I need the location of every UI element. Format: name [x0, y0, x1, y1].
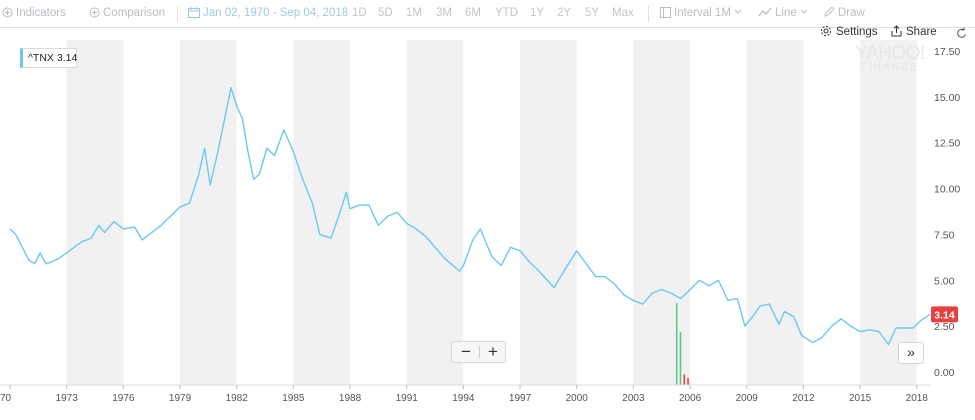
- draw-label: Draw: [838, 7, 865, 19]
- y-tick-label: 10.00: [934, 184, 960, 196]
- x-tick-label: 2000: [566, 393, 589, 404]
- x-tick-label: 2012: [792, 393, 815, 404]
- x-tick-label: 2003: [622, 393, 645, 404]
- chevron-down-icon: [800, 9, 808, 14]
- y-tick-label: 17.50: [934, 46, 960, 58]
- y-tick-label: 2.50: [934, 321, 955, 333]
- chart-type-select[interactable]: Line: [758, 7, 811, 19]
- x-tick-label: 1997: [509, 393, 532, 404]
- price-line: [9, 87, 931, 346]
- range-1d-button[interactable]: 1D: [352, 7, 367, 19]
- last-price-tag: 3.14: [931, 306, 958, 323]
- x-tick-label: 1982: [226, 393, 249, 404]
- interval-icon: [660, 7, 671, 18]
- volume-bar: [683, 374, 686, 385]
- range-3m-button[interactable]: 3M: [436, 7, 452, 19]
- year-band: [633, 40, 691, 385]
- x-tick-label: 1994: [452, 393, 475, 404]
- interval-select[interactable]: Interval 1M: [660, 7, 745, 19]
- volume-bar: [687, 377, 689, 385]
- zoom-out-button[interactable]: −: [461, 342, 471, 361]
- line-chart-icon: [758, 7, 772, 17]
- reset-icon[interactable]: [956, 27, 968, 39]
- y-tick-label: 5.00: [934, 275, 955, 287]
- calendar-icon: [188, 7, 200, 18]
- zoom-in-button[interactable]: +: [488, 342, 498, 361]
- x-tick-label: 1976: [112, 393, 135, 404]
- range-6m-button[interactable]: 6M: [465, 7, 481, 19]
- legend-symbol: ^TNX: [28, 52, 54, 64]
- volume-bars: [675, 303, 689, 385]
- chevron-down-icon: [734, 9, 742, 14]
- draw-button[interactable]: Draw: [823, 6, 865, 19]
- watermark-line1: YAHOO!: [855, 43, 925, 64]
- year-band: [66, 40, 124, 385]
- share-icon: [891, 25, 902, 37]
- indicators-label: Indicators: [16, 7, 66, 19]
- volume-bar: [675, 303, 678, 385]
- interval-value: 1M: [714, 7, 731, 19]
- year-band: [180, 40, 237, 385]
- year-band: [746, 40, 804, 385]
- year-band: [520, 40, 577, 385]
- price-tag-label: 3.14: [934, 309, 955, 321]
- legend-value: 3.14: [56, 52, 78, 64]
- add-comparison-icon: [89, 7, 100, 18]
- settings-button[interactable]: Settings: [820, 25, 878, 38]
- y-axis: 17.50 15.00 12.50 10.00 7.50 5.00 2.50 0.00: [934, 46, 960, 379]
- x-tick-label: 70: [0, 393, 12, 404]
- chart-toolbar: Indicators Comparison Jan 02, 1970 - Sep…: [0, 0, 975, 28]
- y-tick-label: 0.00: [934, 367, 955, 379]
- x-tick-label: 1985: [282, 393, 305, 404]
- settings-label: Settings: [836, 26, 878, 38]
- yahoo-finance-watermark: YAHOO! FINANCE: [850, 44, 930, 73]
- comparison-label: Comparison: [103, 7, 165, 19]
- x-tick-label: 2006: [679, 393, 702, 404]
- pencil-icon: [824, 6, 835, 17]
- scroll-to-latest-button[interactable]: »: [898, 342, 924, 364]
- share-button[interactable]: Share: [891, 25, 937, 38]
- price-tag-box: [931, 306, 958, 323]
- date-range-label: Jan 02, 1970 - Sep 04, 2018: [203, 7, 349, 19]
- toolbar-divider: [648, 6, 649, 22]
- range-1y-button[interactable]: 1Y: [530, 7, 545, 19]
- range-5y-button[interactable]: 5Y: [585, 7, 600, 19]
- zoom-control: − +: [451, 341, 506, 363]
- x-tick-label: 1973: [56, 393, 79, 404]
- volume-bar: [679, 332, 682, 385]
- year-bands: [66, 40, 917, 385]
- indicators-icon: [2, 7, 13, 18]
- watermark-line2: FINANCE: [861, 62, 919, 73]
- range-2y-button[interactable]: 2Y: [557, 7, 572, 19]
- year-band: [860, 40, 917, 385]
- x-tick-label: 1979: [169, 393, 192, 404]
- toolbar-divider: [177, 6, 178, 22]
- gear-icon: [820, 25, 832, 37]
- share-label: Share: [906, 26, 937, 38]
- x-tick-label: 2009: [736, 393, 759, 404]
- y-tick-label: 7.50: [934, 229, 955, 241]
- x-tick-label: 1991: [396, 393, 419, 404]
- x-tick-label: 2018: [906, 393, 929, 404]
- range-5d-button[interactable]: 5D: [378, 7, 393, 19]
- x-tick-label: 2015: [849, 393, 872, 404]
- x-axis: 70 1973 1976 1979 1982 1985 1988 1991 1994 1997 20…: [0, 384, 930, 404]
- indicators-button[interactable]: Indicators: [2, 7, 66, 19]
- x-tick-label: 1988: [339, 393, 362, 404]
- range-1m-button[interactable]: 1M: [406, 7, 422, 19]
- comparison-button[interactable]: Comparison: [89, 7, 165, 19]
- interval-label: Interval: [674, 7, 712, 19]
- zoom-divider: [479, 346, 480, 358]
- range-max-button[interactable]: Max: [612, 7, 634, 19]
- chart-type-label: Line: [775, 7, 797, 19]
- year-band: [406, 40, 464, 385]
- y-tick-label: 12.50: [934, 138, 960, 150]
- series-legend[interactable]: ^TNX 3.14: [20, 48, 77, 68]
- year-band: [293, 40, 351, 385]
- y-tick-label: 15.00: [934, 92, 960, 104]
- date-range-picker[interactable]: Jan 02, 1970 - Sep 04, 2018: [188, 7, 348, 19]
- range-ytd-button[interactable]: YTD: [495, 7, 518, 19]
